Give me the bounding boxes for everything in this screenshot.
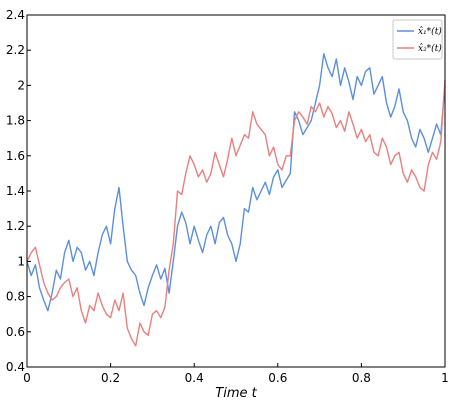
y-tick-label: 0.4: [6, 360, 25, 374]
x-tick-label: 0.4: [185, 371, 204, 385]
y-tick-label: 2.2: [6, 43, 25, 57]
legend-box: [392, 19, 443, 60]
series-line-2: [26, 80, 446, 347]
y-tick-label: 2.4: [6, 8, 25, 22]
x-tick-label: 0.2: [101, 371, 120, 385]
series-line-1: [26, 53, 446, 312]
y-tick-label: 1.4: [6, 184, 25, 198]
y-tick-label: 1.8: [6, 114, 25, 128]
y-tick-label: 2: [17, 78, 25, 92]
legend-label-series-2: x̂₂*(t): [418, 43, 442, 54]
y-tick-label: 0.6: [6, 325, 25, 339]
x-tick-label: 0.8: [352, 371, 371, 385]
y-tick-label: 1.2: [6, 219, 25, 233]
y-tick-label: 1.6: [6, 149, 25, 163]
y-tick-label: 0.8: [6, 290, 25, 304]
legend: x̂₁*(t) x̂₂*(t): [392, 19, 443, 60]
y-tick-label: 1: [17, 254, 25, 268]
plot-lines: [26, 53, 446, 347]
x-axis: 0 0.2 0.4 0.6 0.8 1: [23, 363, 449, 385]
legend-label-series-1: x̂₁*(t): [418, 26, 442, 37]
x-axis-title: Time t: [215, 386, 257, 401]
plot-frame: [26, 14, 446, 368]
x-tick-label: 0.6: [268, 371, 287, 385]
y-axis: 0.4 0.6 0.8 1 1.2 1.4 1.6 1.8 2 2.2 2.4: [6, 8, 31, 374]
x-tick-label: 0: [23, 371, 31, 385]
x-tick-label: 1: [441, 371, 449, 385]
